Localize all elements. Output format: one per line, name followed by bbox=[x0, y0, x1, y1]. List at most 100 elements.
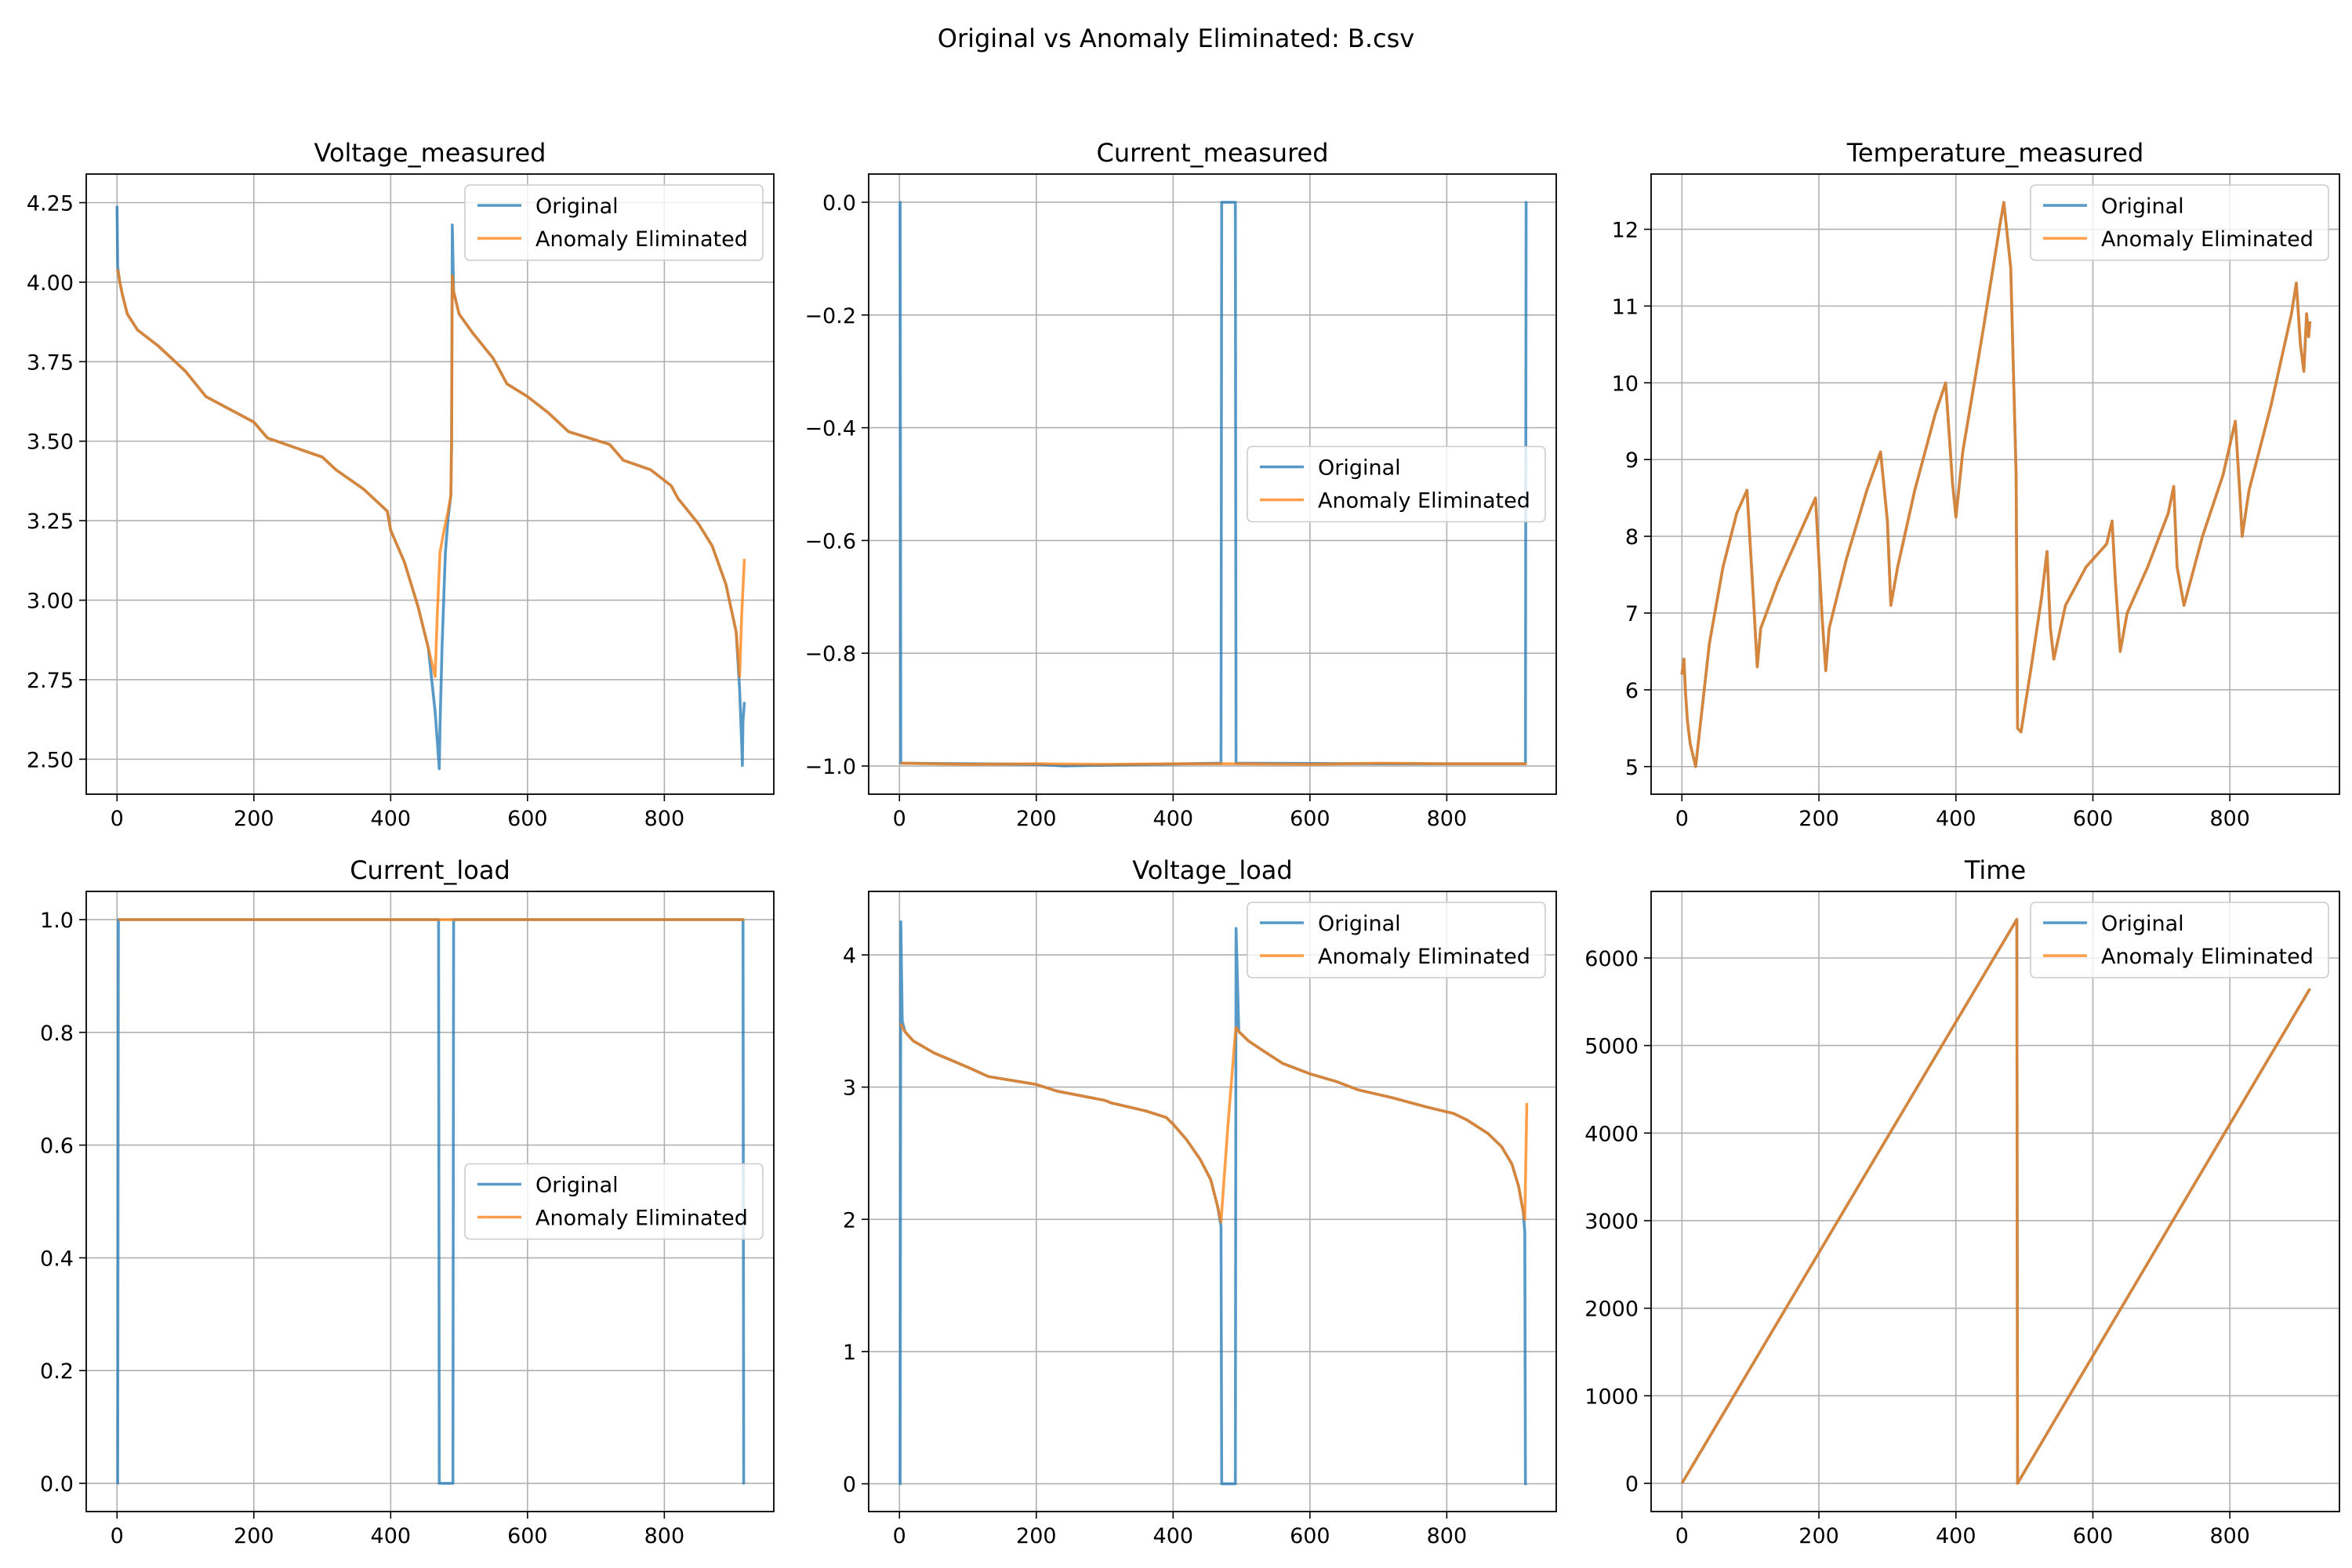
voltage-measured-xtick-label-4: 800 bbox=[644, 807, 685, 831]
voltage-load-title: Voltage_load bbox=[1132, 855, 1292, 885]
current-load-legend-label-anomaly-eliminated: Anomaly Eliminated bbox=[535, 1207, 748, 1231]
voltage-load-ytick-label-4: 4 bbox=[843, 944, 856, 968]
time-legend-label-original: Original bbox=[2101, 912, 2184, 936]
temperature-measured-xtick-label-3: 600 bbox=[2073, 807, 2114, 831]
current-measured-series-anomaly-eliminated-line bbox=[900, 761, 1527, 766]
voltage-load-xtick-label-1: 200 bbox=[1016, 1524, 1057, 1548]
voltage-measured-ytick-label-1: 2.75 bbox=[27, 669, 74, 693]
current-load-title: Current_load bbox=[350, 855, 510, 885]
time-ytick-label-5: 5000 bbox=[1584, 1035, 1639, 1059]
voltage-measured-ytick-label-2: 3.00 bbox=[27, 590, 74, 614]
voltage-load-legend-label-anomaly-eliminated: Anomaly Eliminated bbox=[1318, 945, 1530, 969]
subplot-voltage-load: Voltage_load 0 200 400 600 800 0 1 2 3 4 Original An… bbox=[843, 855, 1557, 1548]
voltage-measured-xtick-label-0: 0 bbox=[111, 807, 124, 831]
current-measured-ytick-label-5: 0.0 bbox=[822, 191, 856, 216]
voltage-load-xtick-label-4: 800 bbox=[1427, 1524, 1468, 1548]
current-load-xtick-label-3: 600 bbox=[507, 1524, 548, 1548]
subplot-current-load: Current_load 0 200 400 600 800 0.0 0.2 0.4 0.6 0.8… bbox=[40, 855, 775, 1548]
current-load-ytick-label-5: 1.0 bbox=[40, 909, 74, 933]
time-legend: Original Anomaly Eliminated bbox=[2030, 902, 2329, 978]
temperature-measured-ytick-label-1: 6 bbox=[1625, 679, 1639, 703]
voltage-load-series-original-line bbox=[898, 920, 1528, 1486]
current-load-ytick-label-2: 0.4 bbox=[40, 1247, 74, 1271]
time-axes-frame bbox=[1650, 891, 2340, 1512]
voltage-measured-ytick-label-4: 3.50 bbox=[27, 430, 74, 455]
temperature-measured-title: Temperature_measured bbox=[1846, 138, 2144, 168]
temperature-measured-xtick-label-1: 200 bbox=[1798, 807, 1839, 831]
temperature-measured-axes-frame bbox=[1650, 173, 2340, 795]
current-load-legend-box bbox=[464, 1163, 764, 1240]
voltage-load-legend-label-original: Original bbox=[1318, 912, 1401, 936]
voltage-measured-legend-label-anomaly-eliminated: Anomaly Eliminated bbox=[535, 227, 748, 252]
voltage-load-xtick-label-3: 600 bbox=[1290, 1524, 1330, 1548]
voltage-measured-ytick-label-3: 3.25 bbox=[27, 510, 74, 534]
current-measured-ytick-label-3: −0.4 bbox=[804, 417, 856, 441]
time-series-original-line bbox=[1680, 917, 2311, 1485]
voltage-measured-ytick-label-0: 2.50 bbox=[27, 748, 74, 772]
voltage-load-ytick-label-1: 1 bbox=[843, 1341, 856, 1365]
voltage-load-ytick-label-2: 2 bbox=[843, 1208, 856, 1232]
temperature-measured-legend-label-original: Original bbox=[2101, 194, 2184, 219]
voltage-load-series-anomaly-eliminated-line bbox=[899, 1023, 1529, 1224]
time-ytick-label-2: 2000 bbox=[1584, 1298, 1639, 1322]
figure-title: Original vs Anomaly Eliminated: B.csv bbox=[937, 24, 1415, 53]
current-load-ytick-label-3: 0.6 bbox=[40, 1134, 74, 1159]
temperature-measured-ytick-label-3: 8 bbox=[1625, 525, 1639, 550]
voltage-measured-ytick-label-6: 4.00 bbox=[27, 271, 74, 296]
current-measured-ytick-label-4: −0.2 bbox=[804, 304, 856, 328]
time-title: Time bbox=[1964, 855, 2026, 885]
time-ytick-label-1: 1000 bbox=[1584, 1385, 1639, 1409]
voltage-measured-xtick-label-1: 200 bbox=[234, 807, 274, 831]
current-load-xtick-label-0: 0 bbox=[111, 1524, 124, 1548]
voltage-measured-xtick-label-3: 600 bbox=[507, 807, 548, 831]
current-load-xtick-label-1: 200 bbox=[234, 1524, 274, 1548]
subplot-current-measured: Current_measured 0 200 400 600 800 −1.0 −0.8 −0.… bbox=[804, 138, 1557, 831]
voltage-load-axes-frame bbox=[868, 891, 1557, 1512]
current-load-xtick-label-2: 400 bbox=[371, 1524, 412, 1548]
time-xtick-label-2: 400 bbox=[1936, 1524, 1976, 1548]
current-load-legend: Original Anomaly Eliminated bbox=[464, 1163, 764, 1240]
time-ytick-label-4: 4000 bbox=[1584, 1122, 1639, 1146]
temperature-measured-ytick-label-7: 12 bbox=[1612, 218, 1639, 242]
voltage-load-xtick-label-2: 400 bbox=[1153, 1524, 1194, 1548]
voltage-measured-legend-box bbox=[464, 184, 764, 261]
subplot-temperature-measured: Temperature_measured 0 200 400 600 800 5 6 7 8 9 10… bbox=[1612, 138, 2340, 831]
current-load-series-original-line bbox=[116, 918, 746, 1485]
current-load-xtick-label-4: 800 bbox=[644, 1524, 685, 1548]
current-measured-title: Current_measured bbox=[1096, 138, 1328, 168]
temperature-measured-legend: Original Anomaly Eliminated bbox=[2030, 184, 2329, 261]
temperature-measured-xtick-label-0: 0 bbox=[1675, 807, 1689, 831]
current-measured-ytick-label-2: −0.6 bbox=[804, 529, 856, 554]
current-load-legend-label-original: Original bbox=[535, 1174, 619, 1198]
voltage-load-xtick-label-0: 0 bbox=[893, 1524, 906, 1548]
temperature-measured-ytick-label-5: 10 bbox=[1612, 372, 1639, 396]
time-ytick-label-3: 3000 bbox=[1584, 1210, 1639, 1234]
temperature-measured-ytick-label-6: 11 bbox=[1612, 295, 1639, 319]
temperature-measured-xtick-label-2: 400 bbox=[1936, 807, 1976, 831]
current-measured-legend: Original Anomaly Eliminated bbox=[1247, 445, 1546, 523]
subplot-voltage-measured: Voltage_measured 0 200 400 600 800 2.50 2.75 3.0… bbox=[27, 138, 775, 831]
voltage-measured-ytick-label-7: 4.25 bbox=[27, 192, 74, 216]
current-measured-axes-frame bbox=[868, 173, 1557, 795]
time-ytick-label-6: 6000 bbox=[1584, 947, 1639, 971]
current-measured-xtick-label-3: 600 bbox=[1290, 807, 1330, 831]
time-ytick-label-0: 0 bbox=[1625, 1472, 1639, 1497]
temperature-measured-ytick-label-0: 5 bbox=[1625, 756, 1639, 780]
current-measured-xtick-label-2: 400 bbox=[1153, 807, 1194, 831]
time-xtick-label-4: 800 bbox=[2209, 1524, 2250, 1548]
current-measured-xtick-label-1: 200 bbox=[1016, 807, 1057, 831]
voltage-load-legend-box bbox=[1247, 902, 1546, 978]
current-measured-xtick-label-4: 800 bbox=[1427, 807, 1468, 831]
voltage-measured-xtick-label-2: 400 bbox=[371, 807, 412, 831]
current-measured-legend-box bbox=[1247, 445, 1546, 523]
current-load-ytick-label-0: 0.0 bbox=[40, 1472, 74, 1497]
time-series-anomaly-eliminated-line bbox=[1680, 917, 2311, 1485]
current-measured-ytick-label-0: −1.0 bbox=[804, 755, 856, 779]
current-load-axes-frame bbox=[85, 891, 775, 1512]
temperature-measured-legend-label-anomaly-eliminated: Anomaly Eliminated bbox=[2101, 227, 2314, 252]
voltage-measured-ytick-label-5: 3.75 bbox=[27, 350, 74, 375]
voltage-measured-series-anomaly-eliminated-line bbox=[115, 268, 746, 678]
current-measured-legend-label-original: Original bbox=[1318, 456, 1401, 481]
voltage-measured-series-original-line bbox=[115, 205, 746, 771]
